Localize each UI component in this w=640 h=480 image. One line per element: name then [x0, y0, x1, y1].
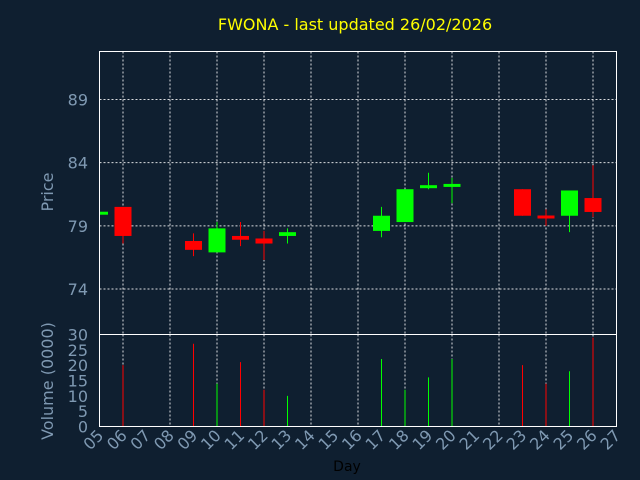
candle-body	[373, 215, 390, 231]
candle-body	[420, 185, 437, 189]
candle-body	[232, 235, 249, 240]
candle-body	[514, 189, 531, 216]
candle-body	[561, 190, 578, 216]
candle-body	[208, 228, 226, 253]
candle-body	[537, 215, 555, 219]
chart-title: FWONA - last updated 26/02/2026	[218, 15, 492, 34]
volume-axis-label: Volume (0000)	[38, 322, 57, 440]
volume-tick-label: 20	[68, 356, 88, 375]
volume-tick-label: 25	[68, 341, 88, 360]
candle-body	[255, 238, 273, 244]
price-tick-label: 84	[68, 154, 88, 173]
x-tick-label: 27	[596, 426, 624, 454]
candle-body	[396, 189, 414, 223]
volume-tick-label: 30	[68, 326, 88, 345]
price-tick-label: 79	[68, 217, 88, 236]
volume-tick-label: 10	[68, 387, 88, 406]
candle-body	[99, 211, 108, 215]
volume-panel-frame	[99, 334, 617, 427]
volume-tick-label: 15	[68, 372, 88, 391]
candle-body	[443, 183, 461, 187]
candle-body	[185, 241, 202, 250]
price-axis-label: Price	[38, 172, 57, 211]
price-tick-label: 89	[68, 91, 88, 110]
volume-panel: 0510152025300506070809101112131415161718…	[68, 326, 625, 454]
price-tick-label: 74	[68, 280, 88, 299]
candle-body	[584, 198, 602, 212]
volume-tick-label: 5	[78, 402, 88, 421]
price-panel: 74 79 84 89	[68, 51, 617, 335]
volume-tick-label: 0	[78, 418, 88, 437]
candle-body	[279, 232, 296, 236]
candle-body	[114, 206, 132, 236]
x-axis-label: Day	[333, 459, 361, 475]
